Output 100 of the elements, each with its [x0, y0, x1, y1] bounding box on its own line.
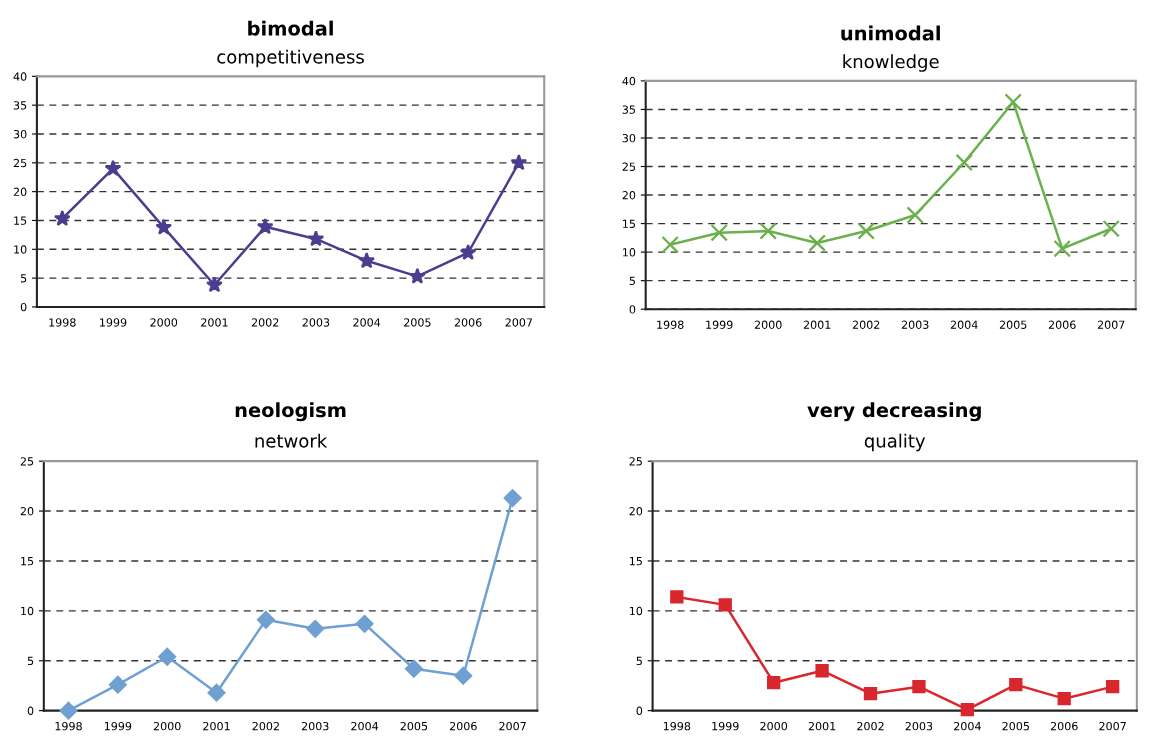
y-tick-label: 30: [13, 129, 27, 139]
point: [808, 234, 826, 252]
y-tick-label: 25: [622, 162, 635, 171]
point: [955, 153, 973, 172]
x-tick-label: 2005: [404, 318, 431, 327]
point: [206, 276, 223, 293]
point: [510, 154, 528, 171]
x-tick-label: 2004: [351, 721, 379, 731]
point: [710, 223, 728, 242]
y-tick-label: 0: [629, 305, 636, 314]
point: [906, 206, 924, 224]
x-tick-label: 1999: [104, 721, 132, 731]
chart-title: unimodal: [841, 25, 940, 41]
y-tick-label: 40: [13, 72, 27, 81]
x-tick-label: 2003: [905, 721, 933, 731]
point: [1102, 219, 1120, 238]
x-tick-label: 2006: [454, 318, 482, 327]
chart-subtitle: knowledge: [843, 54, 939, 72]
y-tick-label: 5: [629, 276, 635, 286]
x-tick-label: 1998: [657, 320, 684, 329]
x-tick-label: 2000: [760, 721, 788, 731]
x-tick-label: 1998: [49, 318, 76, 327]
y-tick-label: 20: [13, 187, 27, 197]
y-tick-label: 0: [20, 302, 27, 312]
point: [454, 666, 473, 685]
point: [960, 702, 975, 717]
point: [355, 614, 374, 633]
x-tick-label: 2003: [901, 320, 929, 329]
point: [306, 619, 325, 638]
point: [358, 252, 376, 269]
y-tick-label: 40: [622, 76, 636, 86]
point: [670, 590, 684, 604]
point: [863, 687, 878, 701]
x-tick-label: 1999: [100, 318, 127, 327]
point: [158, 647, 177, 666]
y-tick-label: 0: [636, 706, 643, 716]
x-tick-label: 1998: [663, 721, 691, 731]
point: [1053, 239, 1071, 258]
point: [767, 676, 781, 690]
point: [661, 235, 679, 254]
x-tick-label: 2002: [252, 721, 279, 731]
chart-subtitle: quality: [864, 433, 926, 452]
x-tick-label: 1998: [55, 721, 82, 731]
point: [53, 209, 71, 227]
x-tick-label: 2006: [1048, 320, 1076, 329]
y-tick-label: 30: [622, 133, 636, 143]
point: [759, 222, 777, 240]
point: [104, 159, 122, 176]
y-tick-label: 10: [629, 606, 643, 616]
y-tick-label: 0: [27, 706, 34, 716]
y-tick-label: 10: [21, 606, 34, 616]
point: [815, 664, 829, 678]
point: [404, 659, 423, 678]
y-tick-label: 20: [629, 507, 643, 516]
chart-subtitle: network: [255, 433, 328, 448]
point: [1105, 680, 1120, 694]
y-tick-label: 5: [20, 274, 27, 283]
x-tick-label: 2000: [150, 318, 178, 327]
x-tick-label: 1999: [706, 320, 733, 329]
point: [409, 267, 426, 284]
point: [912, 680, 926, 694]
x-tick-label: 1999: [712, 721, 739, 731]
y-tick-label: 10: [14, 245, 27, 254]
x-tick-label: 2001: [203, 721, 230, 731]
point: [207, 683, 226, 702]
y-tick-label: 20: [622, 191, 636, 200]
x-tick-label: 2001: [201, 318, 228, 327]
y-tick-label: 15: [14, 216, 27, 225]
x-tick-label: 2002: [852, 320, 880, 329]
point: [155, 218, 173, 235]
x-tick-label: 2007: [1097, 320, 1125, 329]
x-tick-label: 2001: [803, 320, 831, 329]
x-tick-label: 2000: [754, 320, 782, 329]
point: [1004, 93, 1022, 111]
y-tick-label: 5: [27, 656, 34, 666]
y-tick-label: 15: [623, 219, 635, 228]
y-tick-label: 25: [20, 457, 34, 466]
point: [503, 489, 522, 508]
point: [307, 230, 325, 247]
x-tick-label: 2007: [505, 318, 533, 327]
x-tick-label: 2005: [999, 320, 1027, 329]
x-tick-label: 2003: [302, 318, 330, 327]
y-tick-label: 15: [629, 557, 642, 566]
point: [256, 218, 274, 235]
x-tick-label: 2005: [1002, 721, 1029, 731]
chart-title: bimodal: [248, 20, 333, 36]
x-tick-label: 2006: [449, 721, 477, 731]
y-tick-label: 25: [629, 457, 642, 466]
x-tick-label: 2006: [1050, 721, 1078, 731]
y-tick-label: 20: [20, 507, 34, 516]
point: [459, 244, 477, 261]
point: [59, 701, 78, 720]
chart-title: neologism: [235, 402, 346, 422]
point: [1009, 678, 1023, 692]
x-tick-label: 2004: [950, 320, 978, 329]
x-tick-label: 2004: [353, 318, 381, 327]
x-tick-label: 2005: [400, 721, 428, 731]
y-tick-label: 35: [622, 105, 635, 114]
x-tick-label: 2007: [499, 721, 526, 731]
x-tick-label: 2002: [251, 318, 279, 327]
